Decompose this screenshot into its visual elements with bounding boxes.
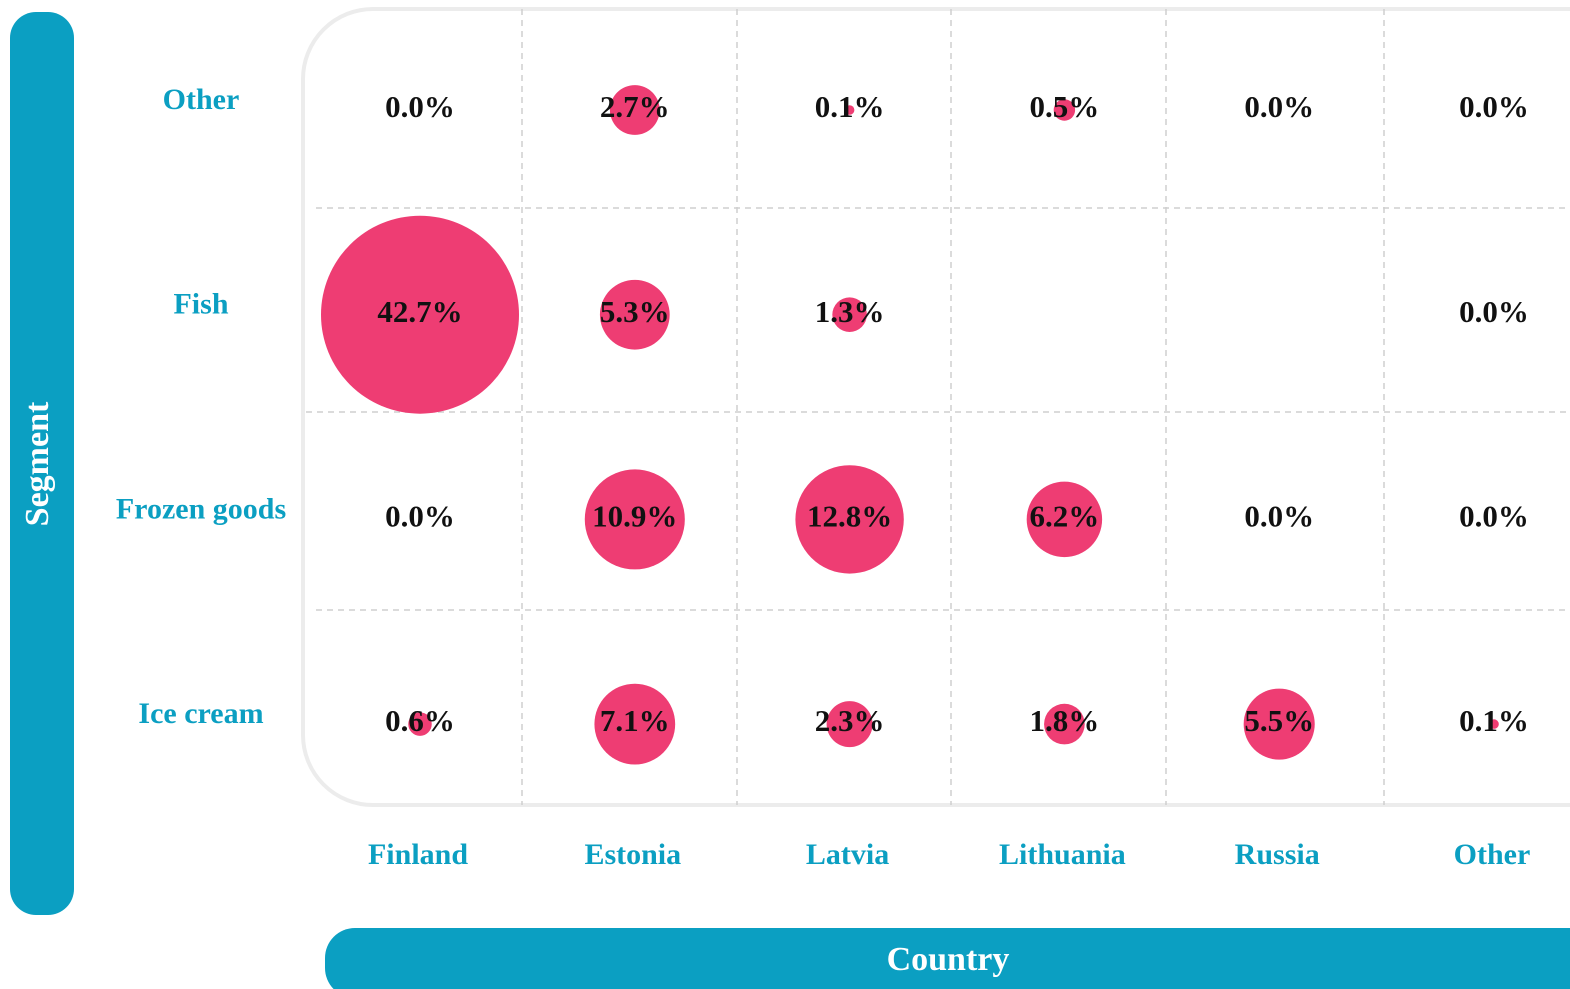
bubble: [1489, 719, 1499, 729]
x-tick-label: Russia: [1235, 838, 1320, 871]
data-label: 0.0%: [1459, 89, 1529, 124]
bubble: [832, 297, 867, 332]
data-label: 0.0%: [1244, 499, 1314, 534]
data-label: 5.5%: [1244, 703, 1314, 738]
y-axis-bar: [10, 12, 74, 915]
bubble: [1053, 99, 1076, 121]
x-axis-label: Country: [887, 941, 1010, 978]
bubble: [599, 279, 670, 350]
y-axis-label: Segment: [19, 401, 56, 526]
data-label: 1.8%: [1030, 703, 1100, 738]
data-label: 5.3%: [600, 294, 670, 329]
bubble: [584, 469, 685, 570]
y-tick-label: Ice cream: [138, 697, 263, 730]
panel: [301, 7, 1570, 807]
bubble: [795, 465, 904, 574]
data-label: 0.0%: [385, 89, 455, 124]
data-label: 0.0%: [1459, 499, 1529, 534]
bubble: [609, 85, 660, 135]
x-tick-label: Lithuania: [999, 838, 1126, 871]
bubble: [321, 215, 519, 414]
data-label: 0.1%: [1459, 703, 1529, 738]
data-label: 0.0%: [385, 499, 455, 534]
x-tick-label: Finland: [368, 838, 468, 871]
x-axis-bar: [325, 928, 1570, 989]
data-label: 2.7%: [600, 89, 670, 124]
data-label: 0.5%: [1030, 89, 1100, 124]
data-label: 0.1%: [815, 89, 885, 124]
data-label: 1.3%: [815, 294, 885, 329]
bubble: [1243, 688, 1315, 760]
data-label: 0.6%: [385, 703, 455, 738]
data-label: 10.9%: [592, 499, 677, 534]
y-tick-label: Frozen goods: [116, 492, 286, 525]
grid: [306, 9, 1570, 805]
bubble: [844, 105, 855, 115]
x-tick-label: Other: [1454, 838, 1531, 871]
bubble: [594, 683, 676, 765]
y-tick-label: Other: [163, 83, 240, 116]
data-label: 42.7%: [377, 294, 462, 329]
data-label: 6.2%: [1030, 499, 1100, 534]
data-label: 0.0%: [1244, 89, 1314, 124]
x-tick-label: Latvia: [806, 838, 889, 871]
x-tick-label: Estonia: [584, 838, 681, 871]
data-label: 0.0%: [1459, 294, 1529, 329]
bubble: [1026, 481, 1103, 558]
y-tick-label: Fish: [173, 288, 228, 321]
data-label: 12.8%: [807, 499, 892, 534]
bubble: [408, 712, 432, 736]
bubble: [826, 701, 873, 748]
data-label: 2.3%: [815, 703, 885, 738]
data-label: 7.1%: [600, 703, 670, 738]
bubble: [1044, 703, 1085, 745]
